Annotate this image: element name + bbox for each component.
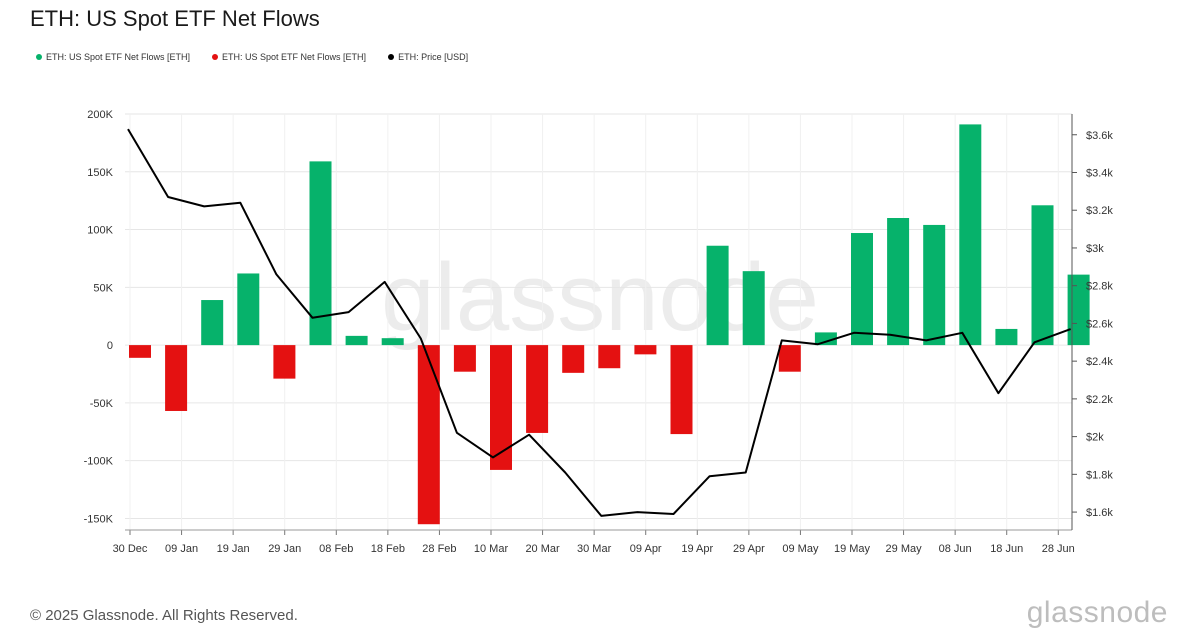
y-left-tick-label: -50K <box>90 398 114 410</box>
y-left-tick-label: 50K <box>93 282 113 294</box>
outflow-bar[interactable] <box>670 345 693 435</box>
y-right-tick-label: $2.6k <box>1086 318 1113 330</box>
inflow-bar[interactable] <box>923 224 946 346</box>
outflow-bar[interactable] <box>778 345 801 372</box>
x-tick-label: 30 Dec <box>113 543 148 555</box>
y-right-tick-label: $3.4k <box>1086 167 1113 179</box>
outflow-bar[interactable] <box>490 345 512 470</box>
y-right-tick-label: $2.4k <box>1086 356 1113 368</box>
outflow-bar[interactable] <box>526 345 549 433</box>
brand-logo[interactable]: glassnode <box>1026 596 1168 629</box>
y-left-tick-label: -150K <box>84 513 114 525</box>
inflow-bar[interactable] <box>381 338 404 346</box>
axes-group: -150K -100K -50K 0 50K 100K 150K 200K 30 Dec 09 J… <box>84 109 1114 555</box>
inflow-bar[interactable] <box>345 335 368 346</box>
x-tick-label: 29 Apr <box>733 543 765 555</box>
price-line[interactable] <box>127 128 1071 517</box>
y-right-tick-label: $1.8k <box>1086 469 1113 481</box>
legend: ETH: US Spot ETF Net Flows [ETH] ETH: US… <box>36 52 468 62</box>
y-left-tick-label: 0 <box>107 340 113 352</box>
legend-label-outflows: ETH: US Spot ETF Net Flows [ETH] <box>222 52 367 62</box>
inflow-bar[interactable] <box>959 124 982 346</box>
x-tick-label: 09 Apr <box>630 543 662 555</box>
inflow-bar[interactable] <box>995 328 1018 346</box>
x-tick-label: 10 Mar <box>474 543 509 555</box>
y-left-tick-label: -100K <box>84 456 114 468</box>
x-tick-label: 18 Feb <box>371 543 405 555</box>
chart-title: ETH: US Spot ETF Net Flows <box>30 6 320 31</box>
y-right-tick-label: $3.2k <box>1086 205 1113 217</box>
x-tick-label: 29 May <box>886 543 923 555</box>
inflow-bar[interactable] <box>309 161 332 346</box>
inflow-bar[interactable] <box>887 218 910 346</box>
outflow-bar[interactable] <box>165 345 188 411</box>
outflow-bar[interactable] <box>417 345 440 525</box>
outflow-bar[interactable] <box>453 345 476 372</box>
outflow-bar[interactable] <box>273 345 296 379</box>
inflow-bar[interactable] <box>814 332 837 346</box>
inflow-bar[interactable] <box>851 233 873 346</box>
y-left-tick-label: 100K <box>87 225 113 237</box>
x-tick-label: 08 Feb <box>319 543 353 555</box>
y-right-tick-label: $3.6k <box>1086 130 1113 142</box>
legend-label-inflows: ETH: US Spot ETF Net Flows [ETH] <box>46 52 191 62</box>
copyright-text: © 2025 Glassnode. All Rights Reserved. <box>30 607 298 624</box>
x-tick-label: 30 Mar <box>577 543 612 555</box>
outflow-bar[interactable] <box>634 345 657 355</box>
inflow-bar[interactable] <box>742 271 765 346</box>
x-tick-label: 29 Jan <box>268 543 301 555</box>
legend-label-price: ETH: Price [USD] <box>398 52 469 62</box>
bars-group <box>129 124 1090 525</box>
inflow-bar[interactable] <box>201 300 224 346</box>
inflow-bar[interactable] <box>706 245 729 346</box>
y-right-tick-label: $2.8k <box>1086 281 1113 293</box>
outflow-bar[interactable] <box>129 345 151 358</box>
outflow-bar[interactable] <box>598 345 621 369</box>
inflow-bar[interactable] <box>1067 274 1090 346</box>
y-right-tick-label: $2k <box>1086 432 1104 444</box>
x-tick-label: 09 Jan <box>165 543 198 555</box>
y-right-tick-label: $2.2k <box>1086 394 1113 406</box>
x-tick-label: 19 Jan <box>217 543 250 555</box>
legend-item-inflows[interactable]: ETH: US Spot ETF Net Flows [ETH] <box>36 52 190 62</box>
legend-dot-outflows <box>212 54 219 60</box>
x-tick-label: 18 Jun <box>990 543 1023 555</box>
x-tick-label: 28 Feb <box>422 543 456 555</box>
legend-item-price[interactable]: ETH: Price [USD] <box>388 52 468 62</box>
y-right-tick-label: $3k <box>1086 243 1104 255</box>
y-left-tick-label: 200K <box>87 109 113 121</box>
price-line-group <box>127 128 1071 517</box>
outflow-bar[interactable] <box>562 345 585 373</box>
legend-dot-price <box>388 54 395 60</box>
x-tick-label: 09 May <box>782 543 819 555</box>
y-right-tick-label: $1.6k <box>1086 507 1113 519</box>
x-tick-label: 20 Mar <box>525 543 560 555</box>
legend-item-outflows[interactable]: ETH: US Spot ETF Net Flows [ETH] <box>212 52 366 62</box>
x-tick-label: 08 Jun <box>939 543 972 555</box>
x-tick-label: 19 May <box>834 543 871 555</box>
inflow-bar[interactable] <box>1031 205 1054 346</box>
y-left-tick-label: 150K <box>87 167 113 179</box>
legend-dot-inflows <box>36 54 42 60</box>
inflow-bar[interactable] <box>237 273 260 346</box>
x-tick-label: 19 Apr <box>681 543 713 555</box>
x-tick-label: 28 Jun <box>1042 543 1075 555</box>
